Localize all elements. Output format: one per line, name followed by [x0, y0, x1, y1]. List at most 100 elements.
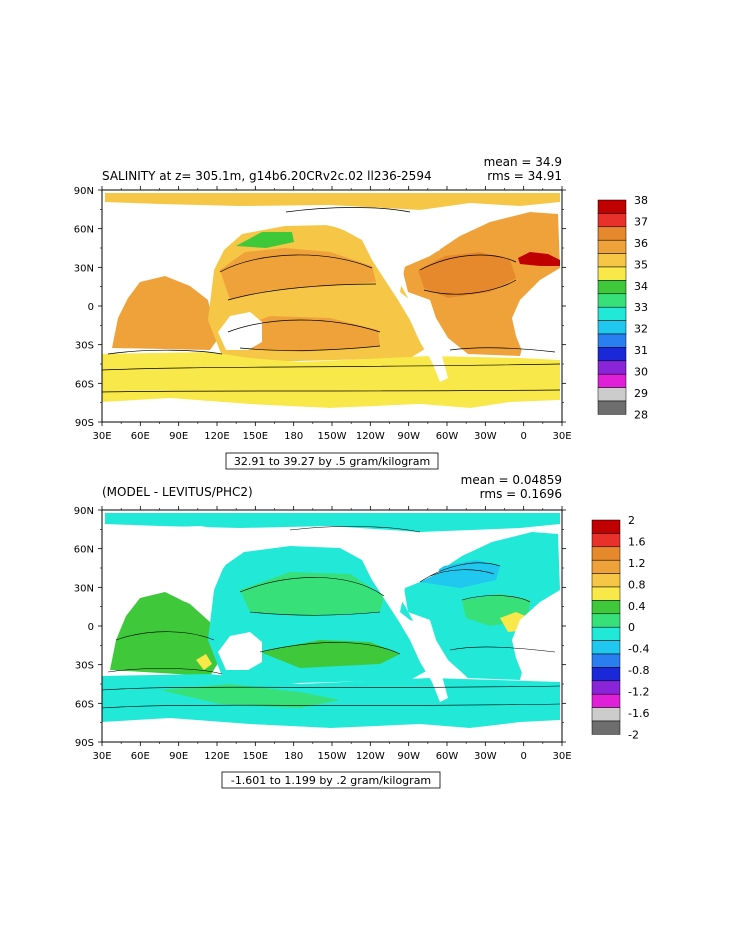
lon-label: 90E [169, 751, 188, 762]
panel2-axes: 90N 60N 30N 0 30S 60S 90S 30E 60E 90E 120E 150E 180 1… [74, 506, 572, 762]
pacific-diff-green [240, 572, 384, 616]
antarctica-land [102, 398, 560, 422]
colorbar-swatch [597, 280, 627, 295]
colorbar-label: -1.2 [628, 686, 649, 699]
panel1-mean: mean = 34.9 [484, 155, 562, 169]
lat-label: 30S [75, 341, 94, 352]
colorbar-swatch [597, 266, 627, 281]
lon-label: 120E [204, 431, 229, 442]
bering-fresh [236, 232, 294, 248]
lat-label: 30N [74, 263, 94, 274]
colorbar-swatch [597, 226, 627, 241]
colorbar-swatch [597, 400, 627, 415]
colorbar-swatch [591, 626, 621, 641]
lon-label: 30E [552, 751, 571, 762]
panel1-range-box [225, 452, 439, 470]
lon-label: 30W [474, 751, 497, 762]
lat-label: 30N [74, 583, 94, 594]
colorbar-swatch [597, 373, 627, 388]
salinity-panel: SALINITY at z= 305.1m, g14b6.20CRv2c.02 … [74, 155, 648, 470]
colorbar-swatch [591, 667, 621, 682]
colorbar-label: -0.8 [628, 664, 649, 677]
lon-label: 120W [356, 751, 385, 762]
colorbar-swatch [591, 653, 621, 668]
lon-label: 60E [131, 431, 150, 442]
asia-land-2 [102, 526, 240, 610]
lat-label: 30S [75, 661, 94, 672]
colorbar-swatch [597, 387, 627, 402]
lon-label: 180 [284, 431, 303, 442]
pacific-diff-green-s [260, 640, 400, 668]
colorbar-label: 38 [634, 194, 648, 207]
colorbar-swatch [591, 640, 621, 655]
difference-map [102, 513, 561, 742]
lat-label: 60S [75, 699, 94, 710]
colorbar-label: 30 [634, 366, 648, 379]
lon-label: 30W [474, 431, 497, 442]
colorbar-swatch [591, 600, 621, 615]
lat-label: 90S [75, 418, 94, 429]
lon-label: 60E [131, 751, 150, 762]
lon-label: 30E [552, 431, 571, 442]
antarctica-land-2 [102, 718, 560, 742]
colorbar-label: 32 [634, 323, 648, 336]
americas-land-2 [300, 528, 448, 702]
panel2-title: (MODEL - LEVITUS/PHC2) [102, 485, 253, 499]
colorbar-label: 0 [628, 621, 635, 634]
colorbar-label: 31 [634, 344, 648, 357]
colorbar-label: -2 [628, 728, 639, 741]
colorbar-label: 35 [634, 258, 648, 271]
colorbar-swatch [591, 680, 621, 695]
colorbar-swatch [597, 347, 627, 362]
southern-diff-green [160, 684, 340, 708]
indian-ocean-fill [112, 276, 220, 350]
lon-label: 90E [169, 431, 188, 442]
colorbar-label: -1.6 [628, 707, 649, 720]
indian-diff-fill [110, 592, 220, 676]
lon-label: 120E [204, 751, 229, 762]
colorbar-swatch [591, 613, 621, 628]
colorbar-swatch [591, 559, 621, 574]
lon-label: 90W [397, 431, 420, 442]
colorbar-label: 33 [634, 301, 648, 314]
colorbar-label: 0.8 [628, 578, 646, 591]
lon-label: 180 [284, 751, 303, 762]
panel1-title: SALINITY at z= 305.1m, g14b6.20CRv2c.02 … [102, 169, 432, 183]
colorbar-swatch [597, 306, 627, 321]
south-pacific-warm [228, 316, 380, 352]
lon-label: 60W [436, 431, 459, 442]
colorbar-swatch [597, 333, 627, 348]
north-pacific-warm [220, 248, 376, 300]
lat-label: 60N [74, 225, 94, 236]
southern-ocean-fill [102, 352, 560, 408]
lat-label: 0 [88, 302, 94, 313]
difference-panel: (MODEL - LEVITUS/PHC2) mean = 0.04859 rm… [74, 473, 649, 789]
lon-label: 150E [243, 431, 268, 442]
arctic-diff-fill [105, 513, 560, 532]
asia-land [102, 206, 240, 290]
difference-contours [102, 526, 561, 709]
africa-land-2 [512, 590, 560, 678]
panel2-rms: rms = 0.1696 [480, 487, 562, 501]
panel1-axes: 90N 60N 30N 0 30S 60S 90S 30E 60E 90E 120E 150E 180 1… [74, 186, 572, 442]
colorbar-label: 28 [634, 408, 648, 421]
colorbar-label: 1.2 [628, 557, 646, 570]
panel1-rms: rms = 34.91 [487, 169, 562, 183]
colorbar-label: 34 [634, 280, 648, 293]
colorbar-swatch [597, 360, 627, 375]
colorbar-swatch [591, 707, 621, 722]
colorbar-label: 29 [634, 387, 648, 400]
lon-label: 120W [356, 431, 385, 442]
africa-land [512, 268, 560, 356]
colorbar-label: 2 [628, 514, 635, 527]
lon-label: 30E [92, 431, 111, 442]
colorbar-swatch [591, 720, 621, 735]
colorbar-label: 1.6 [628, 535, 646, 548]
lon-label: 60W [436, 751, 459, 762]
australia-land-2 [218, 632, 262, 670]
colorbar-swatch [591, 586, 621, 601]
australia-land [218, 312, 262, 350]
colorbar-swatch [597, 199, 627, 214]
lat-label: 60S [75, 379, 94, 390]
